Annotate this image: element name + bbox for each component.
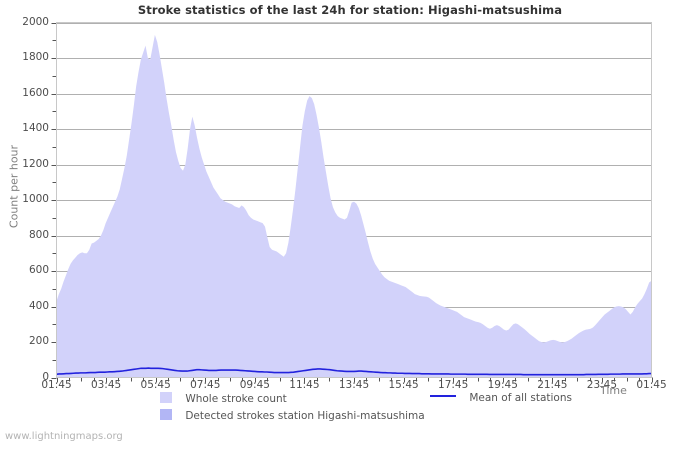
- y-tick-label: 1800: [22, 51, 49, 63]
- legend-label-detected-strokes-station: Detected strokes station Higashi-matsush…: [185, 410, 425, 422]
- x-tick-label: 03:45: [90, 379, 122, 391]
- area-whole-stroke-count: [56, 34, 652, 378]
- legend-swatch-detected-strokes-station: [160, 409, 172, 420]
- y-tick-label: 1200: [22, 157, 49, 170]
- y-tick-label: 1400: [22, 122, 49, 134]
- watermark: www.lightningmaps.org: [5, 431, 123, 442]
- x-axis-title: Time: [600, 384, 627, 397]
- plot-frame: [56, 22, 652, 378]
- x-tick-label: 07:45: [190, 379, 221, 391]
- chart-title: Stroke statistics of the last 24h for st…: [137, 3, 563, 17]
- legend-item-detected-strokes-station[interactable]: Detected strokes station Higashi-matsush…: [160, 409, 425, 422]
- y-tick-label: 2000: [22, 15, 49, 28]
- y-tick-label: 600: [28, 264, 49, 276]
- axis-ticks: [51, 23, 653, 383]
- y-tick-label: 200: [28, 335, 49, 347]
- legend-item-mean-of-all-stations[interactable]: Mean of all stations: [430, 392, 572, 404]
- y-tick-label: 0: [42, 370, 49, 383]
- x-tick-label: 19:45: [487, 379, 518, 391]
- x-tick-label: 13:45: [338, 379, 370, 391]
- x-tick-label: 21:45: [537, 379, 568, 391]
- legend-label-whole-stroke-count: Whole stroke count: [185, 393, 287, 405]
- line-mean-of-all-stations: [56, 367, 652, 376]
- legend-label-mean-of-all-stations: Mean of all stations: [469, 392, 572, 404]
- x-tick-label: 09:45: [239, 379, 270, 391]
- legend-swatch-whole-stroke-count: [160, 392, 172, 403]
- y-tick-label: 800: [28, 228, 49, 241]
- x-tick-label: 11:45: [289, 379, 320, 391]
- x-tick-label: 17:45: [438, 379, 469, 391]
- chart-legend: Whole stroke count Mean of all stations …: [0, 391, 700, 425]
- y-tick-label: 400: [28, 299, 49, 312]
- legend-item-whole-stroke-count[interactable]: Whole stroke count: [160, 392, 287, 405]
- legend-line-mean-of-all-stations: [430, 395, 456, 397]
- y-tick-label: 1600: [22, 86, 49, 99]
- x-tick-label: 15:45: [388, 379, 419, 391]
- y-tick-label: 1000: [22, 193, 49, 205]
- x-tick-label: 01:45: [41, 379, 72, 391]
- x-tick-label: 05:45: [140, 379, 171, 391]
- x-tick-label: 01:45: [636, 379, 667, 391]
- x-tick-label: 23:45: [586, 379, 618, 391]
